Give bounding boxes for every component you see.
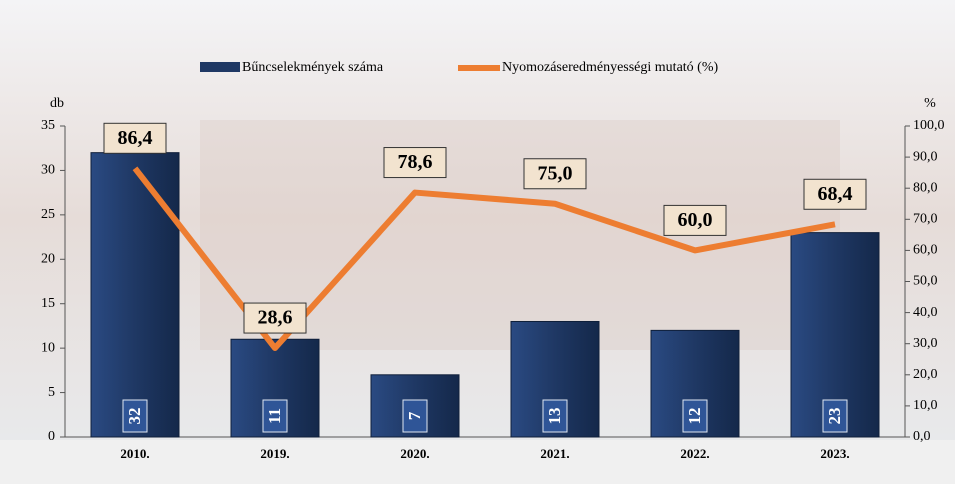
y2-tick-label: 50,0 (913, 274, 938, 289)
x-tick-label: 2022. (680, 446, 709, 461)
bar-value-label: 13 (545, 408, 564, 425)
y2-tick-label: 40,0 (913, 305, 938, 320)
x-tick-label: 2023. (820, 446, 849, 461)
y2-tick-label: 70,0 (913, 212, 938, 227)
x-tick-label: 2010. (120, 446, 149, 461)
y-tick-label: 0 (48, 429, 55, 444)
line-value-label: 68,4 (818, 183, 853, 205)
bar-label-group: 12 (685, 408, 704, 425)
y2-tick-label: 80,0 (913, 180, 938, 195)
line-value-label: 60,0 (678, 209, 713, 231)
bar-label-group: 11 (265, 408, 284, 424)
y2-tick-label: 20,0 (913, 367, 938, 382)
bar-value-label: 23 (825, 408, 844, 425)
legend-label: Bűncselekmények száma (242, 60, 384, 75)
y2-tick-label: 90,0 (913, 149, 938, 164)
x-tick-label: 2019. (260, 446, 289, 461)
y2-tick-label: 100,0 (913, 118, 945, 133)
line-value-label: 75,0 (538, 162, 573, 184)
bar-value-label: 32 (125, 408, 144, 425)
bar-value-label: 7 (405, 411, 424, 420)
y-tick-label: 10 (41, 340, 55, 355)
y-tick-label: 30 (41, 163, 55, 178)
bar-label-group: 32 (125, 408, 144, 425)
y2-axis-title: % (924, 96, 936, 111)
bar-label-group: 7 (405, 411, 424, 420)
x-tick-label: 2021. (540, 446, 569, 461)
y2-tick-label: 10,0 (913, 398, 938, 413)
y2-tick-label: 0,0 (913, 429, 931, 444)
x-tick-label: 2020. (400, 446, 429, 461)
bar-value-label: 11 (265, 408, 284, 424)
bar (91, 153, 179, 437)
y-tick-label: 5 (48, 385, 55, 400)
page: db % Bűncselekmények száma Nyomozáseredm… (0, 0, 955, 484)
y-axis-title: db (50, 96, 64, 111)
line-value-label: 86,4 (118, 127, 153, 149)
bar-label-group: 13 (545, 408, 564, 425)
y-tick-label: 35 (41, 118, 55, 133)
y-tick-label: 20 (41, 252, 55, 267)
legend-label: Nyomozáseredményességi mutató (%) (502, 60, 718, 75)
bar-label-group: 23 (825, 408, 844, 425)
y-tick-label: 25 (41, 207, 55, 222)
line-value-label: 28,6 (258, 307, 293, 329)
y-tick-label: 15 (41, 296, 55, 311)
bar-value-label: 12 (685, 408, 704, 425)
chart: db % Bűncselekmények száma Nyomozáseredm… (0, 0, 955, 484)
legend-bar-swatch (200, 62, 240, 72)
line-value-label: 78,6 (398, 151, 433, 173)
y2-tick-label: 60,0 (913, 243, 938, 258)
y2-tick-label: 30,0 (913, 336, 938, 351)
